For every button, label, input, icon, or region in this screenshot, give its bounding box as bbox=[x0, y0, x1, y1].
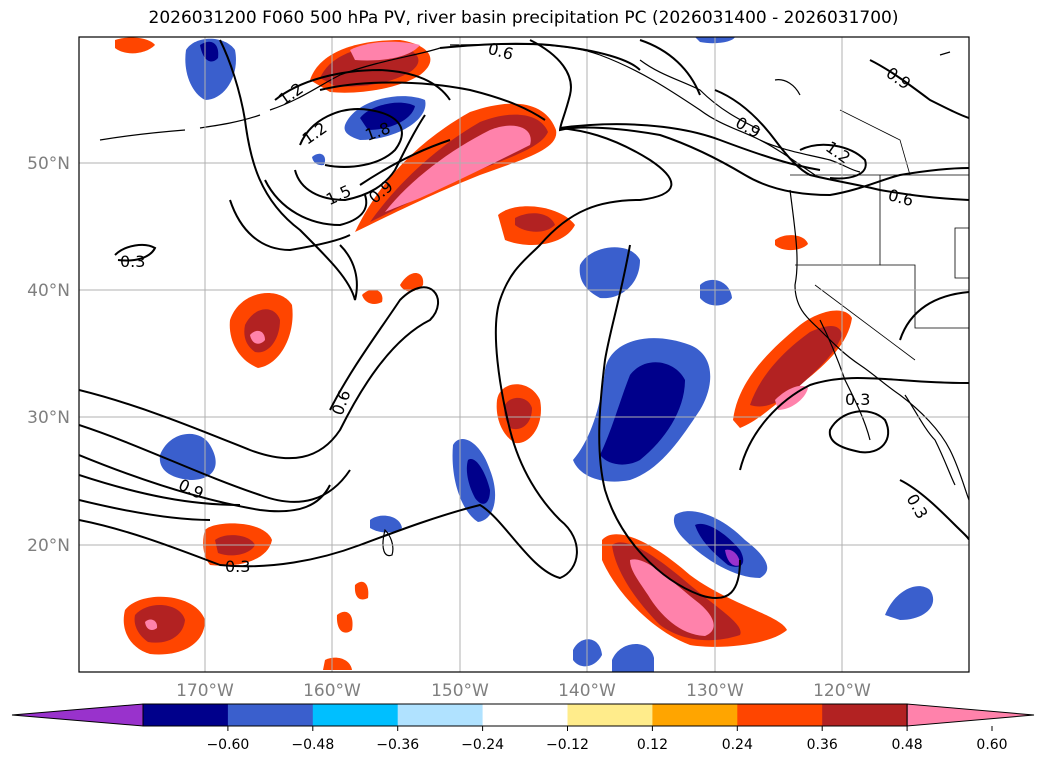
borders bbox=[790, 109, 969, 361]
contour-label: 0.3 bbox=[845, 390, 870, 409]
pv-contours bbox=[79, 39, 969, 600]
anomaly-blob bbox=[700, 279, 732, 306]
colorbar-segment bbox=[652, 704, 738, 726]
lat-label: 50°N bbox=[27, 154, 70, 174]
latitude-labels: 50°N 40°N 30°N 20°N bbox=[27, 154, 70, 556]
anomaly-blob bbox=[350, 41, 420, 61]
anomaly-blob bbox=[504, 397, 532, 430]
colorbar-tick-label: −0.12 bbox=[546, 737, 589, 753]
colorbar-tick-label: 0.36 bbox=[807, 737, 838, 753]
colorbar-tick-label: −0.60 bbox=[206, 737, 249, 753]
anomaly-blob bbox=[600, 362, 685, 465]
positive-anomaly-shading bbox=[115, 37, 852, 670]
contour-label: 0.3 bbox=[225, 557, 250, 576]
lon-label: 150°W bbox=[431, 681, 489, 701]
anomaly-blob bbox=[579, 247, 640, 299]
anomaly-blob bbox=[360, 102, 415, 130]
colorbar-tick-label: −0.36 bbox=[376, 737, 419, 753]
anomaly-blob bbox=[362, 289, 383, 304]
anomaly-blob bbox=[159, 433, 216, 480]
anomaly-blob bbox=[336, 611, 353, 633]
colorbar-tick-label: −0.48 bbox=[291, 737, 334, 753]
colorbar-segment bbox=[143, 704, 229, 726]
anomaly-blob bbox=[630, 559, 714, 636]
colorbar-segment bbox=[397, 704, 484, 726]
anomaly-blob bbox=[185, 38, 236, 100]
lon-label: 140°W bbox=[558, 681, 616, 701]
colorbar-extend-high bbox=[906, 703, 1035, 727]
contour-label: 0.3 bbox=[120, 252, 145, 271]
anomaly-blob bbox=[515, 213, 555, 232]
lon-label: 170°W bbox=[176, 681, 234, 701]
anomaly-blob bbox=[725, 549, 740, 566]
colorbar-frame bbox=[142, 703, 908, 727]
anomaly-blob bbox=[612, 643, 654, 672]
colorbar-segment bbox=[822, 704, 908, 726]
map-frame bbox=[78, 36, 970, 673]
anomaly-blob bbox=[115, 37, 155, 54]
colorbar-tick-label: 0.60 bbox=[976, 737, 1007, 753]
anomaly-blob bbox=[750, 326, 842, 407]
anomaly-blob bbox=[354, 581, 369, 600]
anomaly-blob bbox=[775, 385, 808, 410]
colorbar-tick-label: 0.48 bbox=[892, 737, 923, 753]
map-title: 2026031200 F060 500 hPa PV, river basin … bbox=[148, 8, 899, 28]
colorbar-segment bbox=[482, 704, 568, 726]
colorbar-tick-label: 0.24 bbox=[722, 737, 753, 753]
gridlines bbox=[79, 37, 969, 672]
anomaly-blob bbox=[250, 330, 265, 344]
lon-label: 160°W bbox=[303, 681, 361, 701]
colorbar-segment bbox=[227, 704, 314, 726]
anomaly-blob bbox=[145, 619, 158, 630]
anomaly-blob bbox=[885, 586, 934, 620]
colorbar-segment bbox=[567, 704, 653, 726]
lat-label: 30°N bbox=[27, 408, 70, 428]
lat-label: 20°N bbox=[27, 536, 70, 556]
anomaly-blob bbox=[312, 153, 326, 166]
anomaly-blob bbox=[385, 125, 531, 212]
anomaly-blob bbox=[370, 515, 402, 533]
colorbar-segment bbox=[737, 704, 823, 726]
colorbar-segment bbox=[312, 704, 399, 726]
colorbar-tick-label: −0.24 bbox=[461, 737, 504, 753]
anomaly-blob bbox=[323, 657, 352, 670]
lon-label: 130°W bbox=[686, 681, 744, 701]
anomaly-blob bbox=[775, 235, 808, 251]
colorbar-extend-low bbox=[11, 703, 144, 727]
anomaly-blob bbox=[400, 272, 424, 292]
anomaly-blob bbox=[466, 459, 490, 504]
longitude-labels: 170°W 160°W 150°W 140°W 130°W 120°W bbox=[176, 681, 871, 701]
colorbar-tick-label: 0.12 bbox=[637, 737, 668, 753]
anomaly-blob bbox=[134, 604, 185, 643]
colorbar: −0.60 −0.48 −0.36 −0.24 −0.12 0.12 0.24 0.36 0.4… bbox=[11, 703, 1035, 753]
lat-label: 40°N bbox=[27, 281, 70, 301]
lon-label: 120°W bbox=[813, 681, 871, 701]
